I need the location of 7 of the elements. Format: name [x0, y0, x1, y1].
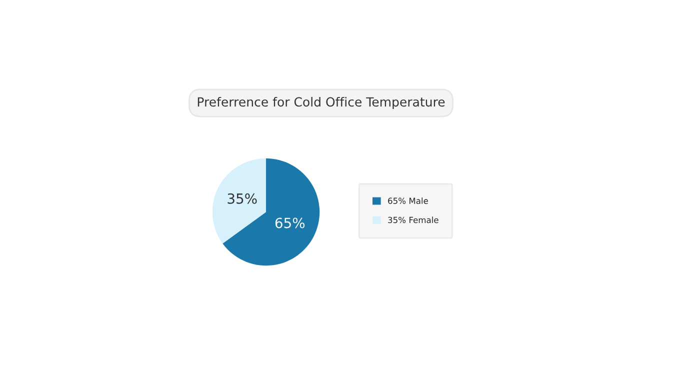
pie-slice: [222, 158, 320, 266]
pie-slice: [212, 158, 266, 244]
data-label: 35%: [228, 193, 257, 204]
data-label: 65%: [275, 218, 305, 228]
legend-label: 65% Male: [388, 198, 428, 204]
legend-label: 35% Female: [388, 216, 438, 224]
chart-title: Preferrence for Cold Office Temperature: [198, 96, 445, 110]
